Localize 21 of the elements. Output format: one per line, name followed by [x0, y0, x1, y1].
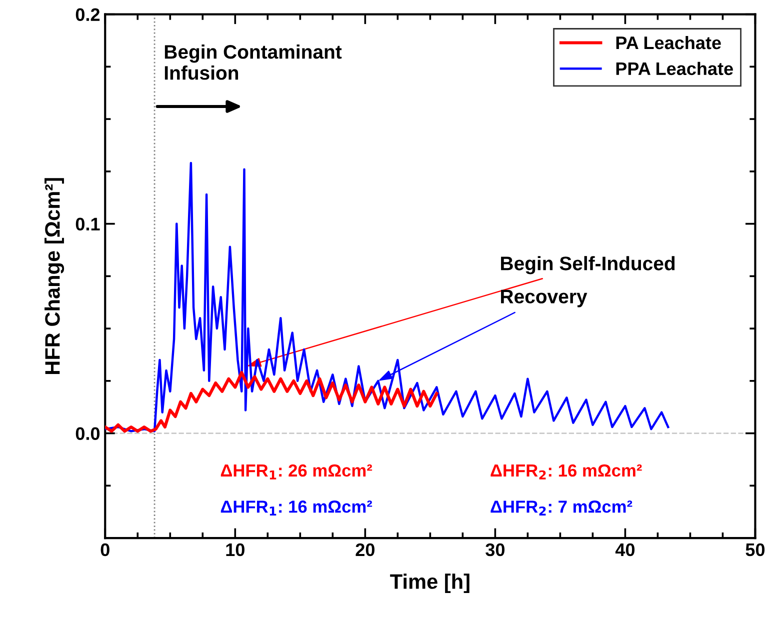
- annotation: Recovery: [501, 290, 588, 308]
- legend-label: PPA Leachate: [616, 62, 733, 76]
- y-tick-label: 0.2: [76, 8, 100, 22]
- y-tick-label: 0.1: [76, 218, 100, 231]
- annotation: ΔHFR$_{1}$: 26 mΩcm²: [220, 464, 372, 480]
- x-tick-label: 50: [746, 543, 765, 556]
- x-tick-label: 0: [100, 543, 110, 556]
- annotation: ΔHFR$_{2}$: 7 mΩcm²: [490, 500, 632, 516]
- annotation: Begin Contaminant Infusion: [164, 44, 342, 80]
- y-tick-label: 0.0: [76, 427, 100, 440]
- x-axis-title: Time [h]: [390, 574, 470, 594]
- annotation: Begin Self-Induced: [501, 256, 675, 274]
- line-series: [105, 371, 438, 433]
- legend-label: PA Leachate: [616, 36, 721, 50]
- annotation: ΔHFR$_{2}$: 16 mΩcm²: [490, 464, 642, 480]
- x-tick-label: 20: [356, 543, 374, 556]
- y-axis-title: HFR Change [Ωcm²]: [44, 178, 64, 374]
- annotation: ΔHFR$_{1}$: 16 mΩcm²: [220, 500, 372, 516]
- x-tick-label: 40: [615, 543, 635, 556]
- x-tick-label: 10: [226, 543, 244, 556]
- x-tick-label: 30: [486, 543, 504, 556]
